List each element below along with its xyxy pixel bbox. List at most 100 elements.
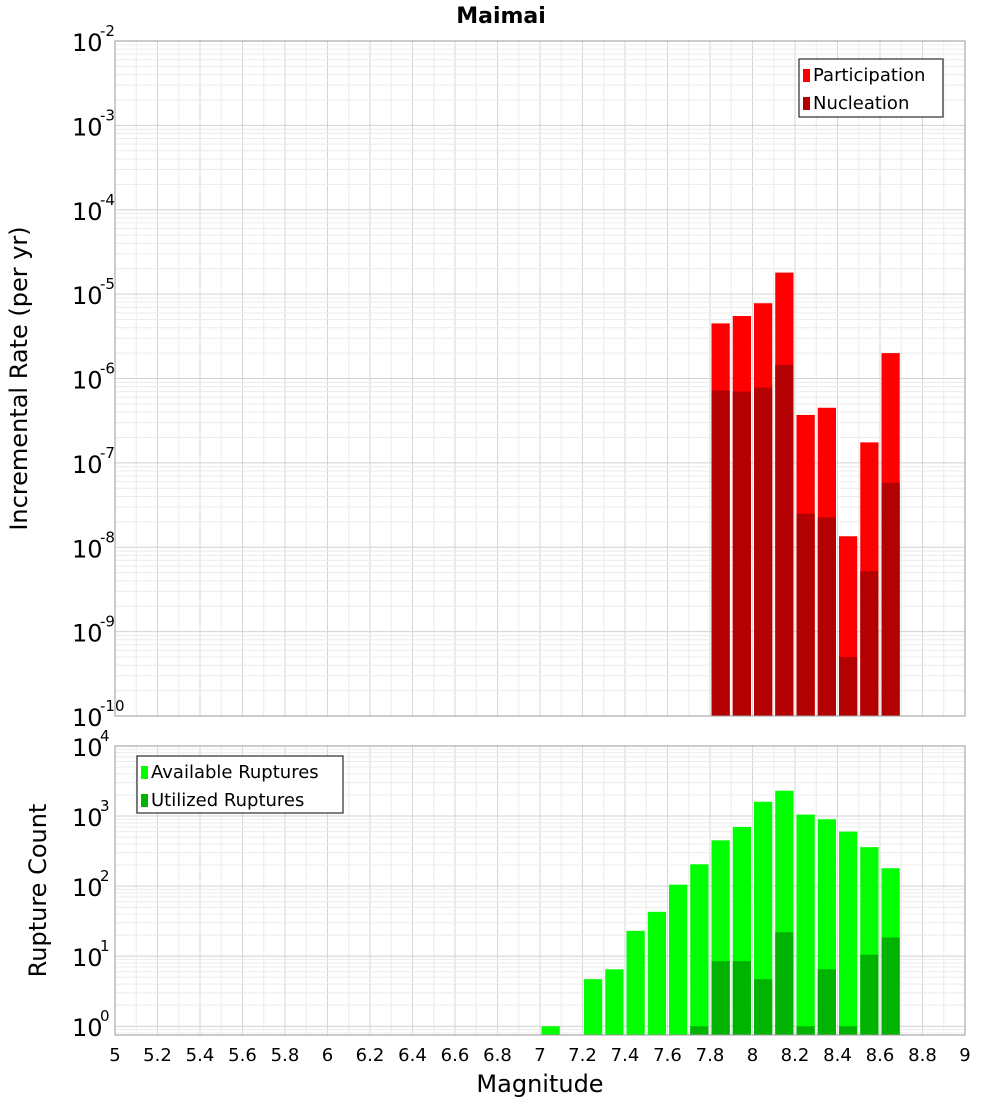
x-tick-label: 8 xyxy=(747,1045,758,1066)
bottom-bar-utilized-ruptures xyxy=(881,937,900,1035)
bottom-y-tick-exponent: 0 xyxy=(100,1007,110,1025)
x-tick-label: 8.4 xyxy=(823,1045,852,1066)
x-tick-label: 6.8 xyxy=(483,1045,512,1066)
x-tick-label: 6.4 xyxy=(398,1045,427,1066)
x-tick-label: 5.2 xyxy=(143,1045,172,1066)
x-tick-label: 6.2 xyxy=(356,1045,385,1066)
bottom-y-tick-label: 10 xyxy=(72,1014,103,1042)
x-tick-label: 8.2 xyxy=(781,1045,810,1066)
x-tick-label: 7 xyxy=(534,1045,545,1066)
bottom-y-tick-exponent: 1 xyxy=(100,937,110,955)
top-plot-frame xyxy=(114,40,966,717)
top-y-axis-label: Incremental Rate (per yr) xyxy=(5,226,33,530)
top-y-tick-exponent: -7 xyxy=(100,444,115,462)
bottom-bar-available-ruptures xyxy=(541,1026,560,1035)
top-bar-nucleation xyxy=(817,517,836,716)
bottom-y-axis-label: Rupture Count xyxy=(24,804,52,978)
bottom-y-tick-label: 10 xyxy=(72,944,103,972)
x-axis-label: Magnitude xyxy=(476,1070,603,1098)
top-bar-nucleation xyxy=(796,513,815,716)
x-tick-label: 5.6 xyxy=(228,1045,257,1066)
bottom-bar-available-ruptures xyxy=(584,979,603,1035)
bottom-y-tick-label: 10 xyxy=(72,874,103,902)
x-tick-label: 5.4 xyxy=(186,1045,215,1066)
top-legend-swatch xyxy=(803,97,810,110)
bottom-bar-utilized-ruptures xyxy=(754,979,773,1035)
top-y-tick-exponent: -8 xyxy=(100,528,115,546)
top-y-tick-label: 10 xyxy=(72,704,103,732)
top-y-tick-exponent: -3 xyxy=(100,106,115,124)
top-y-tick-label: 10 xyxy=(72,198,103,226)
bottom-bar-available-ruptures xyxy=(605,969,624,1035)
bottom-legend-label: Utilized Ruptures xyxy=(151,790,304,811)
top-legend-box xyxy=(798,58,944,118)
bottom-bar-utilized-ruptures xyxy=(796,1026,815,1035)
top-y-tick-label: 10 xyxy=(72,451,103,479)
bottom-bar-utilized-ruptures xyxy=(839,1026,858,1035)
top-y-tick-label: 10 xyxy=(72,620,103,648)
x-tick-label: 7.4 xyxy=(611,1045,640,1066)
top-bar-nucleation xyxy=(839,657,858,716)
top-panel: 10-1010-910-810-710-610-510-410-310-2Inc… xyxy=(5,4,966,732)
top-legend-swatch xyxy=(803,69,810,82)
bottom-bar-available-ruptures xyxy=(669,884,688,1035)
top-y-tick-label: 10 xyxy=(72,535,103,563)
x-tick-label: 8.8 xyxy=(908,1045,937,1066)
bottom-y-tick-label: 10 xyxy=(72,734,103,762)
bottom-bar-utilized-ruptures xyxy=(711,961,730,1035)
top-bar-nucleation xyxy=(732,391,751,716)
x-tick-label: 9 xyxy=(959,1045,970,1066)
bottom-legend-swatch xyxy=(141,794,148,807)
bottom-legend-swatch xyxy=(141,766,148,779)
bottom-bar-available-ruptures xyxy=(839,831,858,1035)
x-tick-label: 6.6 xyxy=(441,1045,470,1066)
x-tick-label: 5.8 xyxy=(271,1045,300,1066)
top-bar-nucleation xyxy=(860,571,879,716)
x-tick-label: 7.6 xyxy=(653,1045,682,1066)
bottom-plot-frame xyxy=(114,745,966,1036)
top-y-tick-exponent: -9 xyxy=(100,613,115,631)
bottom-bar-utilized-ruptures xyxy=(860,954,879,1035)
x-tick-label: 7.2 xyxy=(568,1045,597,1066)
x-tick-label: 5 xyxy=(109,1045,120,1066)
bottom-y-tick-exponent: 3 xyxy=(100,797,110,815)
x-tick-label: 7.8 xyxy=(696,1045,725,1066)
bottom-bar-available-ruptures xyxy=(690,864,709,1035)
bottom-legend: Available Ruptures Utilized Ruptures xyxy=(136,755,344,814)
top-legend-label: Participation xyxy=(813,65,925,86)
top-y-tick-label: 10 xyxy=(72,113,103,141)
bottom-legend-box xyxy=(136,755,344,814)
top-bar-nucleation xyxy=(775,364,794,716)
top-y-tick-exponent: -2 xyxy=(100,22,115,40)
x-tick-label: 6 xyxy=(322,1045,333,1066)
bottom-bar-utilized-ruptures xyxy=(817,969,836,1035)
chart-title: Maimai xyxy=(456,4,546,29)
bottom-bar-utilized-ruptures xyxy=(690,1026,709,1035)
top-bar-nucleation xyxy=(754,387,773,716)
x-tick-label: 8.6 xyxy=(866,1045,895,1066)
top-bar-nucleation xyxy=(711,390,730,716)
bottom-bar-available-ruptures xyxy=(626,930,645,1035)
top-y-tick-exponent: -10 xyxy=(100,697,125,715)
top-y-tick-exponent: -5 xyxy=(100,275,115,293)
top-y-tick-label: 10 xyxy=(72,29,103,57)
bottom-bar-available-ruptures xyxy=(796,814,815,1035)
top-y-tick-exponent: -4 xyxy=(100,191,115,209)
bottom-y-tick-exponent: 4 xyxy=(100,727,110,745)
bottom-bar-utilized-ruptures xyxy=(775,932,794,1035)
top-y-tick-label: 10 xyxy=(72,282,103,310)
bottom-bar-utilized-ruptures xyxy=(732,961,751,1035)
bottom-bar-available-ruptures xyxy=(754,801,773,1035)
top-y-tick-exponent: -6 xyxy=(100,360,115,378)
bottom-y-tick-label: 10 xyxy=(72,804,103,832)
bottom-legend-label: Available Ruptures xyxy=(151,762,319,783)
bottom-y-tick-exponent: 2 xyxy=(100,867,110,885)
top-legend: Participation Nucleation xyxy=(798,58,944,118)
bottom-bar-available-ruptures xyxy=(647,911,666,1035)
top-bar-nucleation xyxy=(881,482,900,716)
top-legend-label: Nucleation xyxy=(813,93,909,114)
top-y-tick-label: 10 xyxy=(72,367,103,395)
